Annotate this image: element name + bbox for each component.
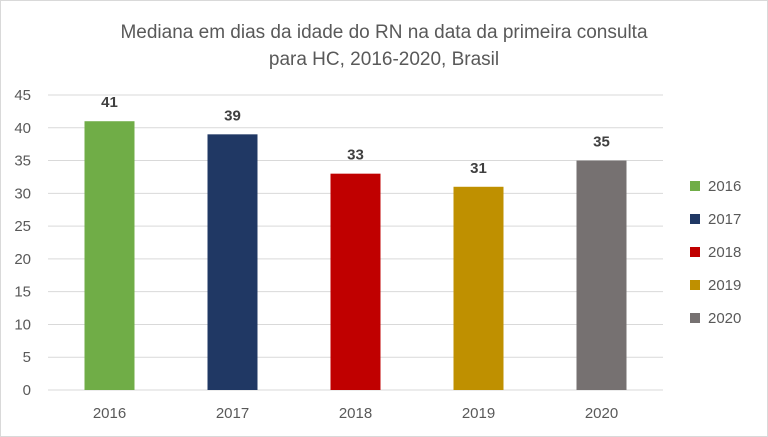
y-tick-label: 20 (14, 251, 31, 268)
x-tick-label-2016: 2016 (93, 405, 126, 422)
y-tick-label: 40 (14, 120, 31, 137)
bar-2018 (330, 173, 381, 390)
y-tick-label: 10 (14, 316, 31, 333)
y-tick-label: 25 (14, 218, 31, 235)
legend-swatch-2019 (690, 280, 700, 290)
x-tick-label-2020: 2020 (585, 405, 618, 422)
y-tick-label: 30 (14, 185, 31, 202)
data-label-2016: 41 (101, 94, 118, 111)
legend: 2016 2017 2018 2019 2020 (690, 178, 741, 327)
y-tick-label: 0 (23, 382, 31, 399)
chart-title: Mediana em dias da idade do RN na data d… (120, 22, 647, 70)
bar-2016 (84, 121, 135, 390)
y-axis: 0 5 10 15 20 25 30 35 40 45 (14, 87, 31, 399)
data-label-2018: 33 (347, 147, 364, 164)
legend-label-2016: 2016 (708, 178, 741, 195)
bars: 41 39 33 31 35 (84, 94, 627, 390)
x-tick-label-2018: 2018 (339, 405, 372, 422)
bar-2019 (453, 186, 504, 390)
legend-label-2017: 2017 (708, 211, 741, 228)
bar-2017 (207, 134, 258, 390)
y-tick-label: 15 (14, 284, 31, 301)
data-label-2017: 39 (224, 107, 241, 124)
bar-2020 (576, 160, 627, 390)
data-label-2019: 31 (470, 160, 487, 177)
legend-label-2018: 2018 (708, 244, 741, 261)
y-tick-label: 35 (14, 153, 31, 170)
legend-swatch-2020 (690, 313, 700, 323)
legend-swatch-2017 (690, 214, 700, 224)
x-tick-label-2017: 2017 (216, 405, 249, 422)
data-label-2020: 35 (593, 134, 610, 151)
gridlines (48, 94, 663, 391)
legend-label-2020: 2020 (708, 310, 741, 327)
y-tick-label: 45 (14, 87, 31, 104)
x-tick-label-2019: 2019 (462, 405, 495, 422)
legend-label-2019: 2019 (708, 277, 741, 294)
legend-swatch-2018 (690, 247, 700, 257)
chart-title-line-2: para HC, 2016-2020, Brasil (269, 49, 499, 70)
legend-swatch-2016 (690, 181, 700, 191)
x-axis: 2016 2017 2018 2019 2020 (93, 405, 618, 422)
chart-title-line-1: Mediana em dias da idade do RN na data d… (120, 22, 647, 43)
y-tick-label: 5 (23, 349, 31, 366)
